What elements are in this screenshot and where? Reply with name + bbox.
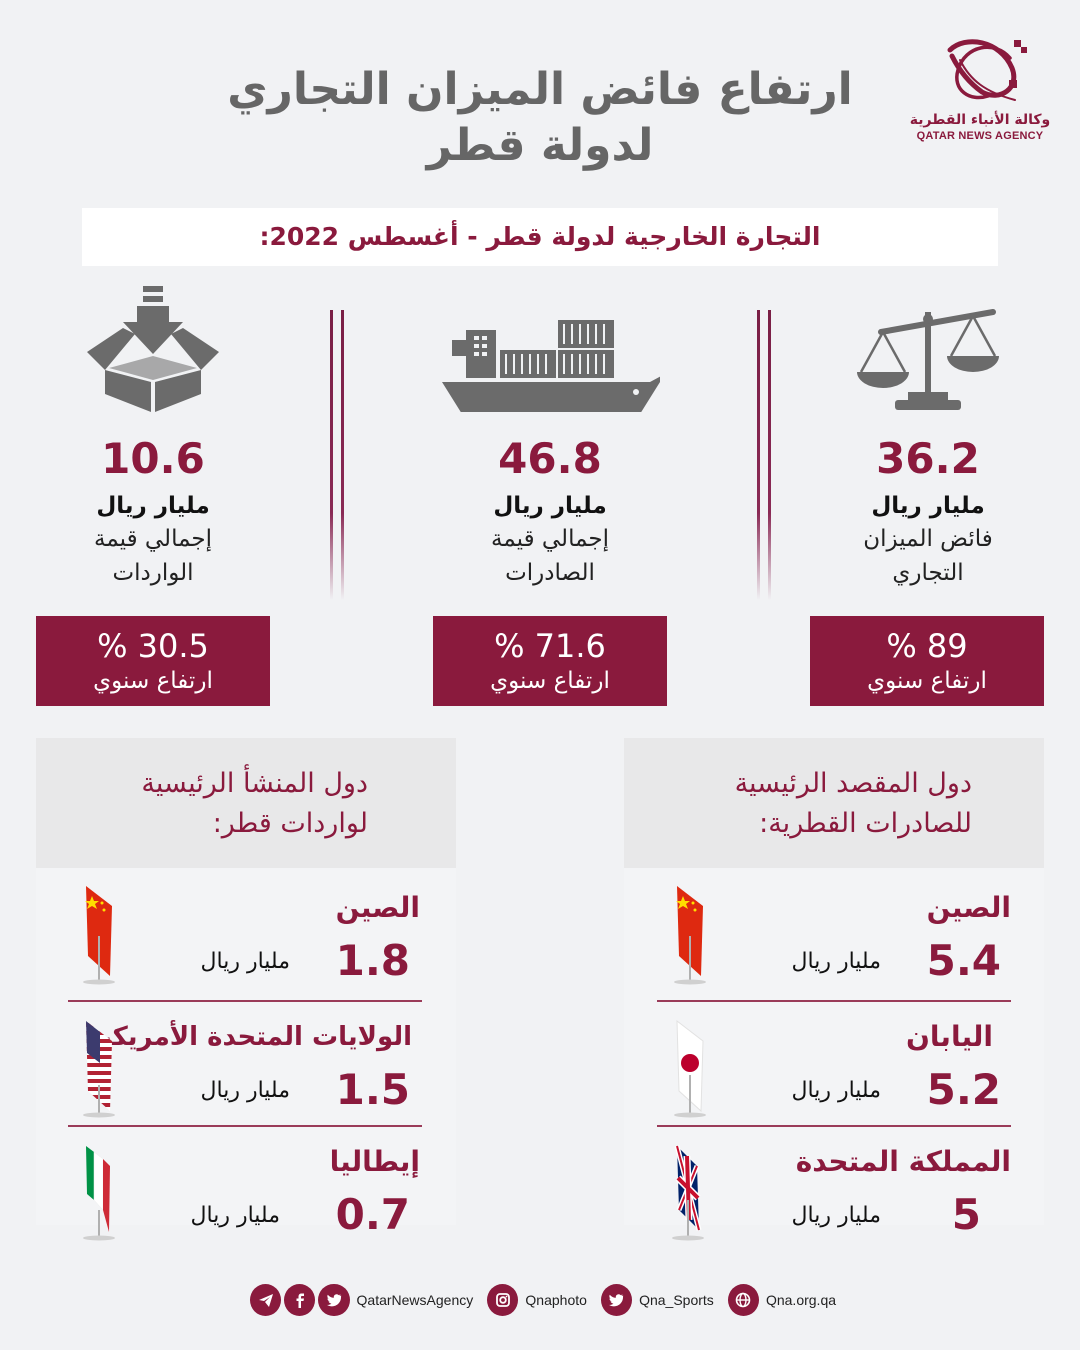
badge-label: ارتفاع سنوي	[93, 668, 213, 694]
country-name: الصين	[926, 891, 1011, 924]
country-unit: مليار ريال	[791, 949, 881, 974]
row-divider	[68, 1000, 422, 1002]
handle-text[interactable]: Qna.org.qa	[765, 1292, 837, 1308]
panel-title-line-2: للصادرات القطرية:	[759, 808, 972, 839]
country-value: 5.4	[926, 936, 1001, 985]
badge-percent: % 89	[886, 627, 968, 665]
usa-flag-icon	[83, 1021, 115, 1118]
list-item: الولايات المتحدة الأمريكية 1.5 مليار ريا…	[66, 1015, 420, 1143]
country-value: 0.7	[335, 1190, 410, 1239]
country-value: 1.5	[335, 1065, 410, 1114]
country-name: الولايات المتحدة الأمريكية	[86, 1022, 412, 1052]
column-divider	[757, 310, 771, 600]
list-item: المملكة المتحدة 5 مليار ريال	[657, 1140, 1011, 1268]
uk-flag-icon	[672, 1145, 704, 1241]
stat-badge-exports: % 71.6 ارتفاع سنوي	[433, 616, 667, 706]
country-unit: مليار ريال	[791, 1203, 881, 1228]
stat-badge-surplus: % 89 ارتفاع سنوي	[810, 616, 1044, 706]
country-unit: مليار ريال	[200, 949, 290, 974]
stat-value: 46.8	[498, 434, 602, 483]
column-divider	[330, 310, 344, 600]
country-value: 1.8	[335, 936, 410, 985]
twitter-icon[interactable]	[318, 1284, 350, 1316]
stat-label: فائض الميزان التجاري	[863, 526, 993, 586]
exports-destinations-panel: دول المقصد الرئيسية للصادرات القطرية: ال…	[624, 738, 1044, 1241]
logo-name-english: QATAR NEWS AGENCY	[916, 130, 1044, 142]
country-value: 5.2	[926, 1065, 1001, 1114]
stat-value: 36.2	[876, 434, 980, 483]
panel-title-line-1: دول المنشأ الرئيسية	[141, 768, 368, 799]
handle-text[interactable]: Qnaphoto	[525, 1292, 587, 1308]
country-name: الصين	[335, 891, 420, 924]
stat-unit: مليار ريال	[96, 493, 210, 519]
stat-trade-surplus: 36.2 مليار ريال فائض الميزان التجاري	[808, 282, 1048, 590]
panel-title-line-1: دول المقصد الرئيسية	[734, 768, 972, 799]
country-unit: مليار ريال	[791, 1078, 881, 1103]
panel-header: دول المقصد الرئيسية للصادرات القطرية:	[624, 738, 1044, 868]
globe-icon[interactable]	[727, 1284, 759, 1316]
badge-percent: % 71.6	[494, 627, 606, 665]
logo-name-arabic: وكالة الأنباء القطرية	[909, 112, 1051, 128]
list-item: إيطاليا 0.7 مليار ريال	[66, 1140, 420, 1268]
stat-value: 10.6	[101, 434, 205, 483]
stat-label: إجمالي قيمة الواردات	[94, 526, 212, 586]
italy-flag-icon	[83, 1146, 115, 1241]
country-name: اليابان	[906, 1020, 993, 1053]
social-footer: QatarNewsAgency Qnaphoto Qna_Sports Qna.…	[250, 1280, 850, 1320]
stat-unit: مليار ريال	[493, 493, 607, 519]
country-name: المملكة المتحدة	[795, 1145, 1011, 1178]
telegram-icon[interactable]	[250, 1284, 282, 1316]
scale-icon	[857, 309, 999, 410]
country-unit: مليار ريال	[190, 1203, 280, 1228]
badge-label: ارتفاع سنوي	[867, 668, 987, 694]
stat-badge-imports: % 30.5 ارتفاع سنوي	[36, 616, 270, 706]
list-item: اليابان 5.2 مليار ريال	[657, 1015, 1011, 1143]
qna-logo: وكالة الأنباء القطرية QATAR NEWS AGENCY	[900, 30, 1060, 160]
row-divider	[68, 1125, 422, 1127]
handle-text[interactable]: Qna_Sports	[639, 1292, 714, 1308]
country-name: إيطاليا	[329, 1145, 420, 1178]
imports-origins-panel: دول المنشأ الرئيسية لواردات قطر: الصين 1…	[36, 738, 456, 1241]
page-title: ارتفاع فائض الميزان التجاري لدولة قطر	[200, 62, 880, 174]
japan-flag-icon	[674, 1019, 706, 1118]
title-line-1: ارتفاع فائض الميزان التجاري	[227, 64, 853, 115]
section-subtitle: التجارة الخارجية لدولة قطر - أغسطس 2022:	[82, 208, 998, 266]
panel-title-line-2: لواردات قطر:	[212, 808, 368, 839]
stat-label: إجمالي قيمة الصادرات	[491, 526, 609, 586]
panel-header: دول المنشأ الرئيسية لواردات قطر:	[36, 738, 456, 868]
title-line-2: لدولة قطر	[426, 120, 654, 171]
list-item: الصين 5.4 مليار ريال	[657, 886, 1011, 1014]
handle-text[interactable]: QatarNewsAgency	[356, 1292, 474, 1308]
stat-exports: 46.8 مليار ريال إجمالي قيمة الصادرات	[430, 282, 670, 590]
qna-emblem-icon	[947, 39, 1027, 101]
row-divider	[657, 1125, 1011, 1127]
facebook-icon[interactable]	[284, 1284, 316, 1316]
stat-unit: مليار ريال	[871, 493, 985, 519]
instagram-icon[interactable]	[487, 1284, 519, 1316]
country-unit: مليار ريال	[200, 1078, 290, 1103]
china-flag-icon	[83, 886, 115, 985]
list-item: الصين 1.8 مليار ريال	[66, 886, 420, 1014]
row-divider	[657, 1000, 1011, 1002]
twitter-icon[interactable]	[600, 1284, 633, 1316]
cargo-ship-icon	[442, 320, 660, 412]
badge-percent: % 30.5	[97, 627, 209, 665]
import-box-icon	[87, 286, 219, 412]
stat-imports: 10.6 مليار ريال إجمالي قيمة الواردات	[33, 282, 273, 590]
badge-label: ارتفاع سنوي	[490, 668, 610, 694]
country-value: 5	[951, 1190, 981, 1239]
china-flag-icon	[674, 886, 706, 985]
